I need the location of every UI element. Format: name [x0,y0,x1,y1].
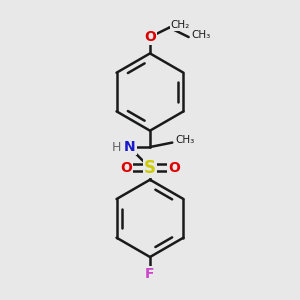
Text: O: O [168,161,180,175]
Text: H: H [112,140,121,154]
Text: N: N [124,140,136,154]
Text: H: H [111,140,122,154]
Text: CH₂: CH₂ [171,20,190,30]
Text: CH₃: CH₃ [175,135,194,145]
Text: S: S [144,159,156,177]
Text: O: O [120,161,132,175]
Text: F: F [145,267,155,281]
Text: O: O [144,30,156,44]
Text: CH₃: CH₃ [192,30,211,40]
